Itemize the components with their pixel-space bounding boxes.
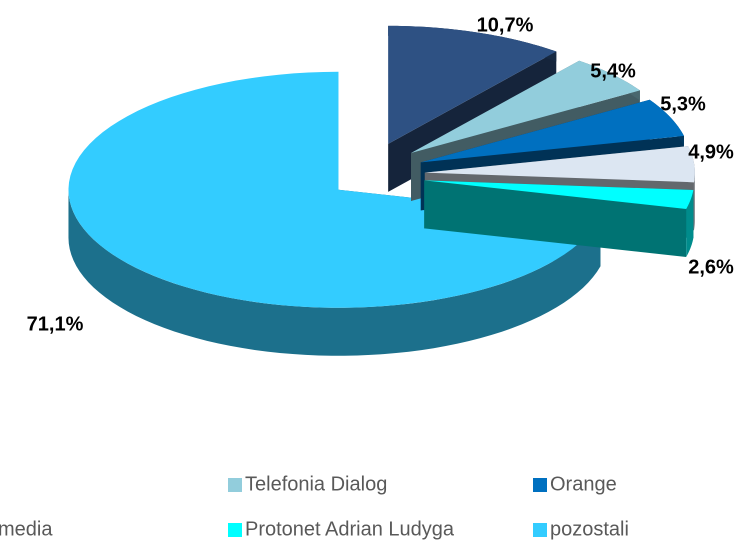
legend-label: Protonet Adrian Ludyga [245, 518, 455, 540]
data-label: 4,9% [688, 141, 734, 163]
slice-top [411, 60, 640, 154]
slice-top [420, 99, 684, 163]
legend-swatch [533, 478, 547, 492]
slice-top [424, 146, 695, 183]
slice-wall [424, 180, 687, 257]
legend-swatch [228, 478, 242, 492]
data-label: 5,4% [590, 60, 636, 82]
data-label: 10,7% [477, 14, 534, 36]
slice-top [388, 25, 557, 144]
legend-label: media [0, 518, 53, 540]
legend-swatch [228, 523, 242, 537]
legend-label: pozostali [550, 518, 629, 540]
data-label: 2,6% [688, 256, 734, 278]
legend-label: Orange [550, 473, 617, 495]
legend-label: Telefonia Dialog [245, 473, 387, 495]
slice-side [686, 189, 694, 257]
slice-top [68, 71, 601, 308]
slice-side [68, 189, 601, 356]
data-label: 71,1% [27, 313, 84, 335]
data-label: 5,3% [660, 93, 706, 115]
slice-side [693, 172, 695, 231]
slice-top [424, 180, 694, 209]
slice [424, 180, 694, 257]
legend-swatch [533, 523, 547, 537]
